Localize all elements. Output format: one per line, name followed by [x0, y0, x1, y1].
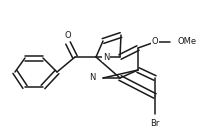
Text: OMe: OMe	[178, 38, 197, 46]
Text: Br: Br	[150, 120, 160, 129]
Text: N: N	[90, 74, 96, 83]
Text: O: O	[152, 38, 158, 46]
Text: O: O	[65, 31, 71, 40]
Text: N: N	[103, 53, 109, 62]
